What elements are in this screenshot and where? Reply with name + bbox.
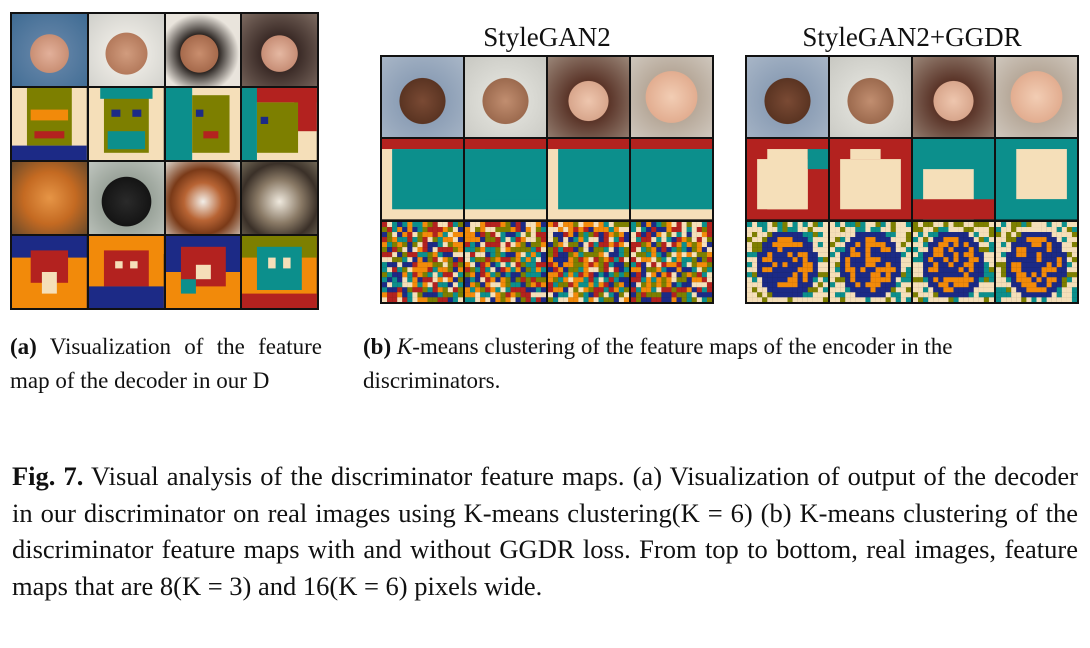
map8-ggdr-1 xyxy=(747,139,828,220)
face-photo-3 xyxy=(165,14,241,86)
face-map-4 xyxy=(242,88,317,160)
map8-stylegan2-1 xyxy=(382,139,463,220)
generated-face-4-ggdr xyxy=(996,57,1077,138)
map16-ggdr-3 xyxy=(913,221,994,302)
map8-stylegan2-4 xyxy=(631,139,712,220)
figure-caption: Fig. 7. Visual analysis of the discrimin… xyxy=(12,458,1078,604)
caption-b-k: K xyxy=(396,334,413,359)
caption-a-label: (a) xyxy=(10,334,37,359)
dog-map-2 xyxy=(88,236,164,308)
panel-b-ggdr-grid xyxy=(745,55,1079,304)
dog-photo-3 xyxy=(165,162,241,234)
map16-stylegan2-4 xyxy=(631,221,712,302)
face-map-2 xyxy=(88,88,164,160)
map8-stylegan2-2 xyxy=(465,139,546,220)
dog-photo-4 xyxy=(242,162,317,234)
dog-photo-2 xyxy=(88,162,164,234)
map8-ggdr-2 xyxy=(830,139,911,220)
figure-label: Fig. 7. xyxy=(12,461,84,491)
caption-a: (a) Visualization of the feature map of … xyxy=(10,330,322,398)
generated-face-3-ggdr xyxy=(913,57,994,138)
caption-b-text: -means clustering of the feature maps of… xyxy=(363,334,953,393)
map16-ggdr-1 xyxy=(747,221,828,302)
generated-face-1 xyxy=(382,57,463,138)
face-map-1 xyxy=(12,88,87,160)
dog-photo-1 xyxy=(12,162,87,234)
caption-b: (b) K-means clustering of the feature ma… xyxy=(363,330,1079,398)
map16-stylegan2-1 xyxy=(382,221,463,302)
map16-ggdr-2 xyxy=(830,221,911,302)
figure-caption-text: Visual analysis of the discriminator fea… xyxy=(12,461,1078,601)
caption-a-text: Visualization of the feature map of the … xyxy=(10,334,322,393)
dog-map-1 xyxy=(12,236,87,308)
face-photo-2 xyxy=(88,14,164,86)
generated-face-2-ggdr xyxy=(830,57,911,138)
generated-face-1-ggdr xyxy=(747,57,828,138)
heading-stylegan2: StyleGAN2 xyxy=(483,22,611,52)
map8-ggdr-3 xyxy=(913,139,994,220)
panel-a-grid xyxy=(10,12,319,310)
face-map-3 xyxy=(165,88,241,160)
heading-stylegan2-ggdr: StyleGAN2+GGDR xyxy=(802,22,1022,52)
dog-map-3 xyxy=(165,236,241,308)
map8-ggdr-4 xyxy=(996,139,1077,220)
dog-map-4 xyxy=(242,236,317,308)
generated-face-3 xyxy=(548,57,629,138)
generated-face-2 xyxy=(465,57,546,138)
map8-stylegan2-3 xyxy=(548,139,629,220)
face-photo-1 xyxy=(12,14,87,86)
map16-stylegan2-3 xyxy=(548,221,629,302)
caption-b-label: (b) xyxy=(363,334,392,359)
map16-stylegan2-2 xyxy=(465,221,546,302)
panel-b-stylegan2-grid xyxy=(380,55,714,304)
face-photo-4 xyxy=(242,14,317,86)
map16-ggdr-4 xyxy=(996,221,1077,302)
generated-face-4 xyxy=(631,57,712,138)
